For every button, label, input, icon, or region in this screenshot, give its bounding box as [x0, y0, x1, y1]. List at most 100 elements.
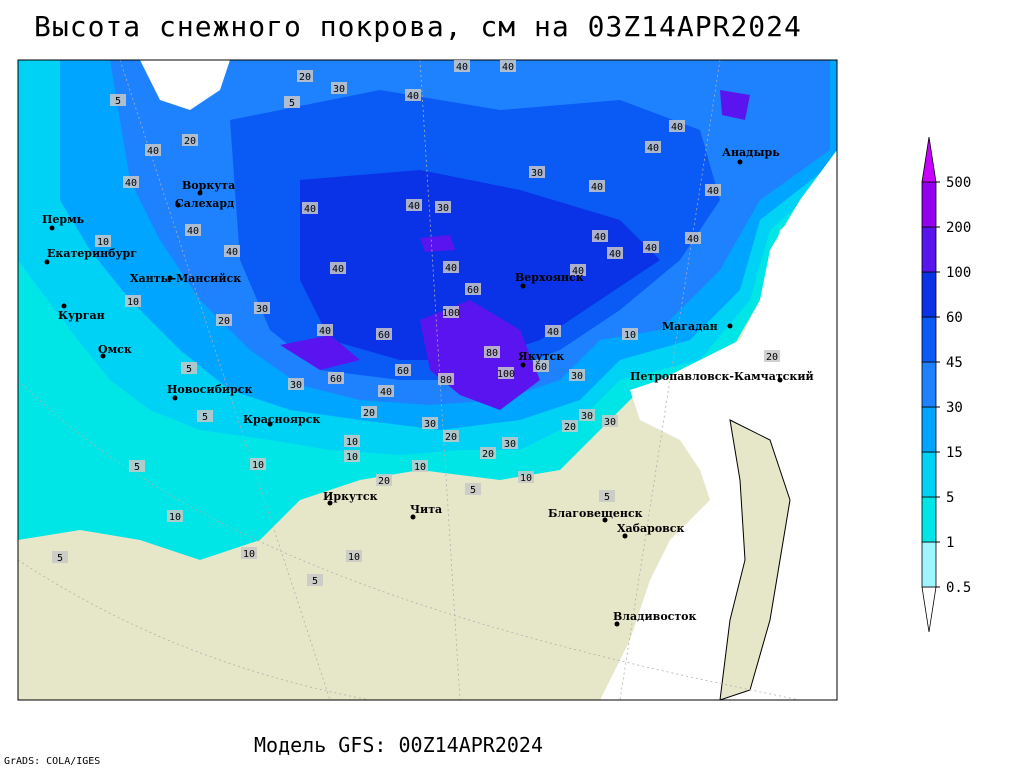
- city-label: Красноярск: [243, 413, 320, 426]
- colorbar-segment: [921, 451, 937, 498]
- contour-label-text: 40: [187, 226, 199, 237]
- contour-label-box: [307, 574, 323, 586]
- contour-label-box: [602, 415, 618, 427]
- contour-label: 10: [241, 547, 257, 560]
- contour-label-box: [346, 550, 362, 562]
- contour-label: 20: [443, 430, 459, 443]
- contour-label-box: [331, 82, 347, 94]
- contour-label-box: [570, 264, 586, 276]
- colorbar-segment: [921, 271, 937, 318]
- city-label: Пермь: [42, 213, 85, 226]
- contour-label: 20: [182, 134, 198, 147]
- colorbar-label: 5: [946, 490, 954, 506]
- contour-label: 10: [622, 328, 638, 341]
- contour-label-box: [185, 224, 201, 236]
- contour-label-text: 10: [346, 452, 358, 463]
- city-label: Верхоянск: [515, 271, 584, 284]
- contour-label-text: 40: [707, 186, 719, 197]
- contour-label-box: [250, 458, 266, 470]
- contour-label-text: 60: [378, 330, 390, 341]
- contour-label-text: 20: [766, 352, 778, 363]
- contour-label: 40: [443, 261, 459, 274]
- contour-label-text: 40: [380, 387, 392, 398]
- contour-label-text: 40: [547, 327, 559, 338]
- contour-label-text: 20: [299, 72, 311, 83]
- contour-label: 40: [317, 324, 333, 337]
- contour-label: 30: [579, 409, 595, 422]
- contour-label: 30: [602, 415, 618, 428]
- contour-label: 10: [125, 295, 141, 308]
- snow-6: [300, 170, 660, 360]
- contour-label-text: 10: [624, 330, 636, 341]
- contour-label-text: 10: [520, 473, 532, 484]
- contour-label: 30: [288, 378, 304, 391]
- contour-label-text: 80: [486, 348, 498, 359]
- contour-label-box: [645, 141, 661, 153]
- contour-label-text: 40: [456, 62, 468, 73]
- contour-label-text: 20: [482, 449, 494, 460]
- city-dot: [622, 533, 628, 539]
- credit: GrADS: COLA/IGES: [4, 756, 100, 767]
- title: Высота снежного покрова, см на 03Z14APR2…: [34, 10, 802, 43]
- contour-label-text: 40: [125, 178, 137, 189]
- contour-label: 20: [297, 70, 313, 83]
- contour-label-text: 5: [604, 492, 610, 503]
- contour-label: 80: [484, 346, 500, 359]
- contour-label: 30: [435, 201, 451, 214]
- contour-label-box: [182, 134, 198, 146]
- colorbar-segment: [921, 226, 937, 273]
- city-label: Курган: [58, 309, 105, 322]
- map: [18, 60, 837, 700]
- contour-label-box: [395, 364, 411, 376]
- contour-label-text: 10: [252, 460, 264, 471]
- contour-label-text: 10: [127, 297, 139, 308]
- contour-label-box: [405, 89, 421, 101]
- contour-label-box: [562, 420, 578, 432]
- contour-label-box: [498, 367, 514, 379]
- contour-label-text: 40: [594, 232, 606, 243]
- contour-label-text: 40: [609, 249, 621, 260]
- colorbar-segment: [921, 496, 937, 543]
- contour-label: 40: [302, 202, 318, 215]
- contour-label-box: [589, 180, 605, 192]
- contour-label-box: [643, 241, 659, 253]
- contour-label: 30: [331, 82, 347, 95]
- contour-label-box: [110, 94, 126, 106]
- contour-label: 40: [500, 60, 516, 73]
- contour-label-box: [435, 201, 451, 213]
- contour-label: 5: [110, 94, 126, 107]
- contour-label-box: [344, 435, 360, 447]
- city-dot: [100, 353, 106, 359]
- contour-label-box: [297, 70, 313, 82]
- contour-label-box: [241, 547, 257, 559]
- contour-label-text: 5: [186, 364, 192, 375]
- contour-label: 30: [422, 417, 438, 430]
- contour-label-box: [443, 306, 459, 318]
- contour-label: 20: [480, 447, 496, 460]
- contour-label: 40: [570, 264, 586, 277]
- contour-label: 100: [442, 306, 460, 319]
- city-label: Благовещенск: [548, 507, 643, 520]
- city-dot: [172, 395, 178, 401]
- contour-label-box: [443, 430, 459, 442]
- contour-label: 40: [185, 224, 201, 237]
- contour-label-text: 40: [645, 243, 657, 254]
- contour-label: 5: [181, 362, 197, 375]
- contour-label: 5: [52, 551, 68, 564]
- contour-label-box: [378, 385, 394, 397]
- contour-label-text: 20: [378, 476, 390, 487]
- subtitle: Модель GFS: 00Z14APR2024: [254, 733, 543, 757]
- contour-label-box: [607, 247, 623, 259]
- city-dot: [410, 514, 416, 520]
- contour-label-text: 10: [169, 512, 181, 523]
- city-dot: [777, 377, 783, 383]
- city-label: Иркутск: [323, 490, 378, 503]
- contour-label-box: [533, 360, 549, 372]
- contour-label: 40: [592, 230, 608, 243]
- contour-label-text: 30: [531, 168, 543, 179]
- contour-label: 5: [197, 410, 213, 423]
- contour-label-box: [344, 450, 360, 462]
- city-dot: [175, 202, 181, 208]
- colorbar-label: 200: [946, 220, 971, 236]
- contour-label-text: 20: [445, 432, 457, 443]
